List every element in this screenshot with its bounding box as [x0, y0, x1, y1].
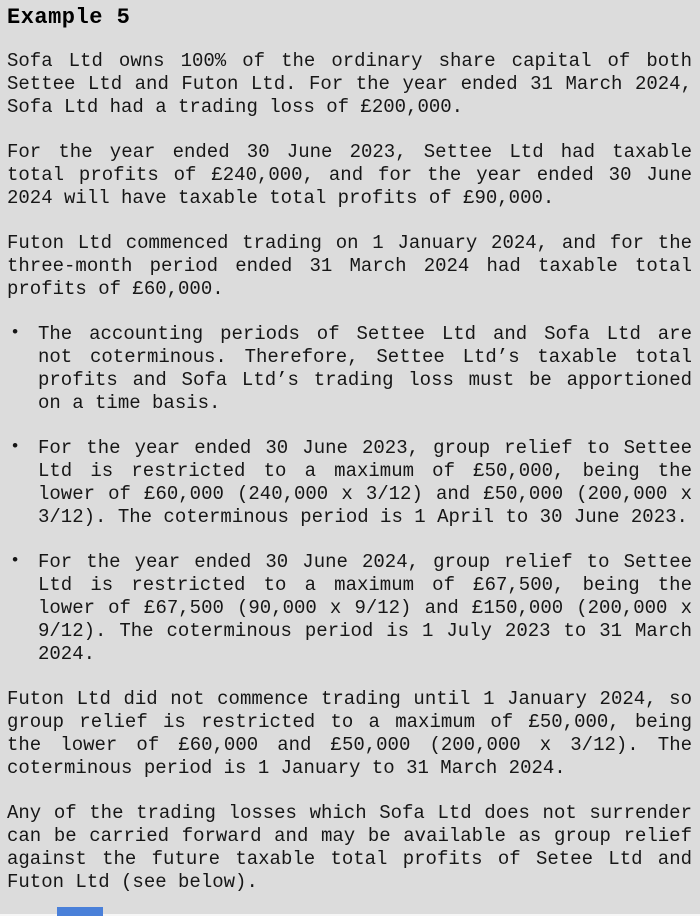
text-line: Ltd is restricted to a maximum of £67,50…	[38, 574, 692, 596]
paragraph: Futon Ltd did not commence trading until…	[7, 688, 692, 780]
text-line: Sofa Ltd owns 100% of the ordinary share…	[7, 50, 692, 72]
text-line: not coterminous. Therefore, Settee Ltd’s…	[38, 346, 692, 368]
bullet-marker-icon: •	[10, 438, 21, 457]
bottom-edge-strip	[0, 914, 700, 916]
text-line: total profits of £240,000, and for the y…	[7, 164, 692, 186]
paragraph: For the year ended 30 June 2023, Settee …	[7, 141, 692, 210]
example-heading: Example 5	[7, 5, 131, 30]
text-line: the lower of £60,000 and £50,000 (200,00…	[7, 734, 692, 756]
text-line: Futon Ltd commenced trading on 1 January…	[7, 232, 692, 254]
text-line: coterminous period is 1 January to 31 Ma…	[7, 757, 566, 779]
document-page: Example 5 Sofa Ltd owns 100% of the ordi…	[7, 5, 692, 894]
text-line: 2024 will have taxable total profits of …	[7, 187, 555, 209]
text-line: profits of £60,000.	[7, 278, 224, 300]
text-line: For the year ended 30 June 2023, Settee …	[7, 141, 692, 163]
text-line: Futon Ltd (see below).	[7, 871, 258, 893]
paragraph: Futon Ltd commenced trading on 1 January…	[7, 232, 692, 301]
text-line: lower of £67,500 (90,000 x 9/12) and £15…	[38, 597, 692, 619]
text-line: profits and Sofa Ltd’s trading loss must…	[38, 369, 692, 391]
paragraph: Sofa Ltd owns 100% of the ordinary share…	[7, 50, 692, 119]
text-line: Ltd is restricted to a maximum of £50,00…	[38, 460, 692, 482]
text-line: 3/12). The coterminous period is 1 April…	[38, 506, 688, 528]
paragraph: Any of the trading losses which Sofa Ltd…	[7, 802, 692, 894]
bullet-item: • For the year ended 30 June 2024, group …	[7, 551, 692, 666]
bullet-item: • The accounting periods of Settee Ltd an…	[7, 323, 692, 415]
text-line: lower of £60,000 (240,000 x 3/12) and £5…	[38, 483, 692, 505]
document-blocks: Sofa Ltd owns 100% of the ordinary share…	[7, 50, 692, 894]
text-line: For the year ended 30 June 2023, group r…	[38, 437, 692, 459]
partial-bottom-element	[57, 907, 103, 916]
text-line: group relief is restricted to a maximum …	[7, 711, 692, 733]
bullet-marker-icon: •	[10, 552, 21, 571]
text-line: The accounting periods of Settee Ltd and…	[38, 323, 692, 345]
text-line: 9/12). The coterminous period is 1 July …	[38, 620, 692, 642]
text-line: For the year ended 30 June 2024, group r…	[38, 551, 692, 573]
text-line: Sofa Ltd had a trading loss of £200,000.	[7, 96, 464, 118]
text-line: against the future taxable total profits…	[7, 848, 692, 870]
text-line: can be carried forward and may be availa…	[7, 825, 692, 847]
bullet-marker-icon: •	[10, 324, 21, 343]
text-line: Any of the trading losses which Sofa Ltd…	[7, 802, 692, 824]
text-line: 2024.	[38, 643, 96, 665]
bullet-item: • For the year ended 30 June 2023, group …	[7, 437, 692, 529]
text-line: Futon Ltd did not commence trading until…	[7, 688, 692, 710]
text-line: on a time basis.	[38, 392, 221, 414]
text-line: Settee Ltd and Futon Ltd. For the year e…	[7, 73, 692, 95]
text-line: three-month period ended 31 March 2024 h…	[7, 255, 692, 277]
